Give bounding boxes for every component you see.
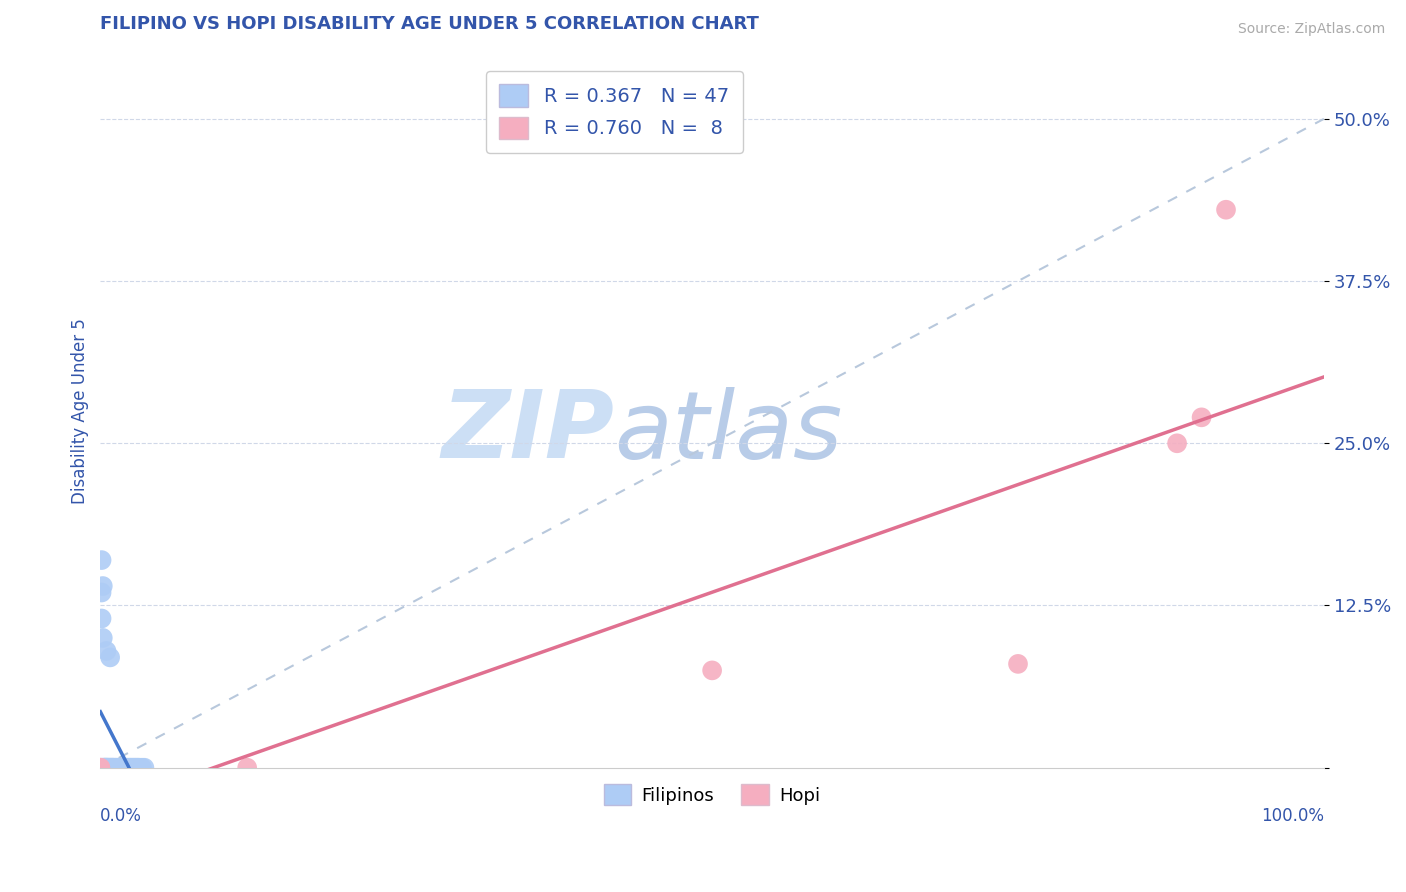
Point [94, 761, 117, 775]
Y-axis label: Disability Age Under 5: Disability Age Under 5 [72, 318, 89, 504]
Point [1166, 436, 1188, 450]
Point [112, 761, 135, 775]
Point [91, 631, 114, 645]
Point [93, 761, 115, 775]
Point [121, 761, 143, 775]
Point [117, 761, 139, 775]
Point [120, 761, 142, 775]
Point [100, 761, 122, 775]
Point [98, 761, 121, 775]
Point [93, 761, 115, 775]
Point [700, 664, 723, 678]
Point [1007, 657, 1029, 671]
Text: atlas: atlas [614, 387, 842, 478]
Point [107, 761, 129, 775]
Point [107, 761, 129, 775]
Point [117, 761, 139, 775]
Point [104, 761, 127, 775]
Point [110, 761, 132, 775]
Point [89, 761, 111, 775]
Point [101, 761, 124, 775]
Point [125, 761, 148, 775]
Point [90, 585, 112, 599]
Point [1191, 410, 1213, 425]
Point [108, 761, 131, 775]
Point [90, 761, 112, 775]
Point [124, 761, 146, 775]
Point [94, 761, 117, 775]
Point [91, 761, 114, 775]
Text: ZIP: ZIP [441, 386, 614, 478]
Point [98, 650, 121, 665]
Point [128, 761, 150, 775]
Point [127, 761, 149, 775]
Point [134, 761, 156, 775]
Point [89, 761, 111, 775]
Point [97, 761, 120, 775]
Point [115, 761, 138, 775]
Point [114, 761, 136, 775]
Point [101, 761, 124, 775]
Point [125, 761, 148, 775]
Point [97, 761, 120, 775]
Point [131, 761, 153, 775]
Point [1215, 202, 1237, 217]
Point [90, 553, 112, 567]
Point [96, 644, 118, 658]
Point [96, 761, 118, 775]
Text: 100.0%: 100.0% [1261, 807, 1324, 825]
Point [122, 761, 145, 775]
Point [236, 761, 259, 775]
Legend: Filipinos, Hopi: Filipinos, Hopi [596, 777, 828, 813]
Point [111, 761, 134, 775]
Text: FILIPINO VS HOPI DISABILITY AGE UNDER 5 CORRELATION CHART: FILIPINO VS HOPI DISABILITY AGE UNDER 5 … [100, 15, 759, 33]
Text: Source: ZipAtlas.com: Source: ZipAtlas.com [1237, 22, 1385, 37]
Point [98, 761, 121, 775]
Point [118, 761, 141, 775]
Text: 0.0%: 0.0% [100, 807, 142, 825]
Point [103, 761, 125, 775]
Point [91, 579, 114, 593]
Point [90, 611, 112, 625]
Point [96, 761, 118, 775]
Point [97, 761, 120, 775]
Point [105, 761, 128, 775]
